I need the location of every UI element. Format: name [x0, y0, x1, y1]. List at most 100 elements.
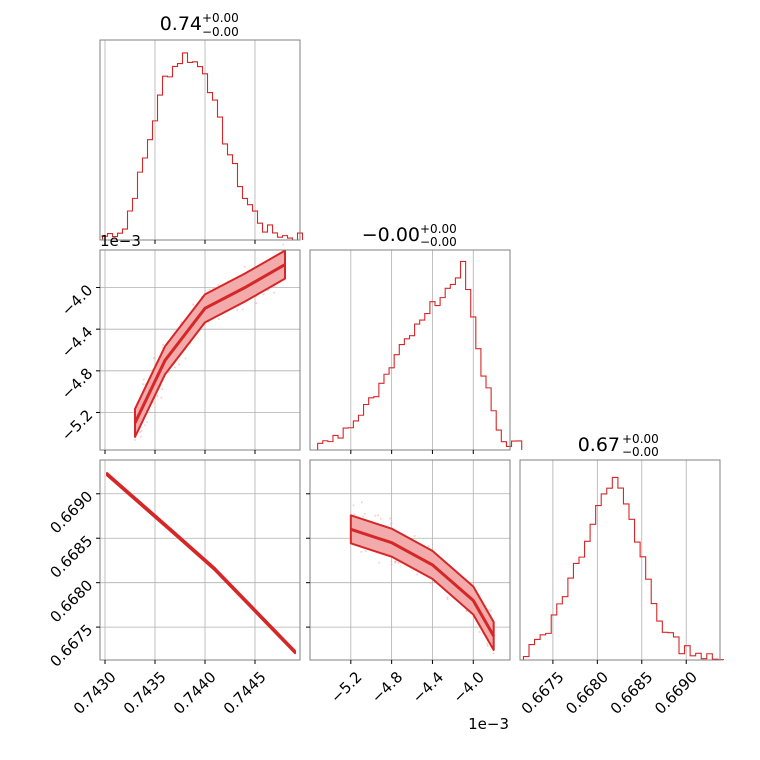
title-param-3-plus: +0.00	[622, 432, 659, 446]
scatter-point	[180, 321, 183, 324]
y-tick-label: 0.6685	[47, 532, 97, 582]
contour-core	[133, 263, 286, 424]
x-tick-label: −5.2	[327, 668, 365, 706]
scatter-point	[208, 288, 211, 291]
contour-core	[350, 527, 495, 637]
histogram-step-5	[522, 476, 724, 661]
scatter-point	[390, 563, 393, 566]
scatter-point	[377, 514, 380, 517]
scatter-point	[352, 504, 355, 507]
scatter-point	[160, 396, 163, 399]
scatter-point	[390, 560, 393, 563]
scatter-point	[446, 598, 449, 601]
scatter-point	[393, 560, 396, 563]
x-tick-label: 0.7435	[120, 668, 170, 718]
scatter-point	[363, 512, 366, 515]
scatter-point	[378, 561, 381, 564]
scatter-point	[364, 550, 367, 553]
title-param-2-minus: −0.00	[420, 235, 457, 249]
scatter-point	[236, 308, 239, 311]
scatter-point	[217, 284, 220, 287]
y-tick-label: 0.6690	[47, 487, 97, 537]
scatter-point	[397, 561, 400, 564]
scatter-point	[446, 596, 449, 599]
x-tick-label: −4.4	[409, 668, 447, 706]
x-tick-label: −4.0	[450, 668, 488, 706]
title-param-3-value: 0.67	[578, 434, 620, 456]
scatter-point	[282, 243, 285, 246]
x-tick-label: 0.6685	[607, 668, 657, 718]
scatter-point	[262, 293, 265, 296]
scatter-point	[416, 573, 419, 576]
scatter-point	[241, 308, 244, 311]
scatter-point	[379, 517, 382, 520]
x-tick-label: 0.7440	[170, 668, 220, 718]
scatter-point	[177, 363, 180, 366]
scatter-point	[142, 383, 145, 386]
scatter-point	[139, 431, 142, 434]
y-tick-label: −5.2	[58, 406, 96, 444]
x-tick-label: 0.7430	[70, 668, 120, 718]
scatter-point	[140, 435, 143, 438]
panel-scatter-param3-vs-param2: −5.2 −4.8 −4.4 −4.0 1e−3	[306, 459, 511, 733]
scatter-point	[360, 501, 363, 504]
scatter-point	[389, 523, 392, 526]
title-param-1-minus: −0.00	[202, 25, 239, 39]
scatter-point	[142, 378, 145, 381]
x-offset-label-col2: 1e−3	[468, 715, 509, 733]
scatter-point	[140, 429, 143, 432]
scatter-point	[489, 609, 492, 612]
scatter-point	[134, 438, 137, 441]
scatter-point	[217, 317, 220, 320]
scatter-point	[413, 534, 416, 537]
scatter-point	[152, 357, 155, 360]
y-tick-label: 0.6680	[47, 576, 97, 626]
y-tick-label: −4.4	[58, 323, 96, 361]
title-param-2-plus: +0.00	[420, 222, 457, 236]
scatter-point	[362, 515, 365, 518]
histogram-step-2	[317, 260, 523, 450]
scatter-point	[162, 343, 165, 346]
y-offset-label-row2: 1e−3	[100, 232, 141, 250]
y-tick-label: 0.6675	[47, 621, 97, 671]
panel-hist-param-1: 0.74 +0.00 −0.00	[99, 11, 304, 244]
histogram-step-0	[101, 52, 304, 241]
y-tick-label: −4.8	[58, 364, 96, 402]
scatter-point	[255, 302, 258, 305]
scatter-point	[192, 303, 195, 306]
scatter-point	[360, 550, 363, 553]
scatter-point	[492, 652, 495, 655]
scatter-point	[161, 388, 164, 391]
x-tick-label: 0.6690	[651, 668, 701, 718]
title-param-1-plus: +0.00	[202, 11, 239, 25]
scatter-point	[389, 517, 392, 520]
title-param-3-minus: −0.00	[622, 445, 659, 459]
x-tick-label: 0.6680	[562, 668, 612, 718]
scatter-point	[478, 630, 481, 633]
scatter-point	[143, 424, 146, 427]
contour-core	[106, 473, 296, 653]
contour-band	[134, 249, 286, 438]
scatter-point	[244, 265, 247, 268]
panel-scatter-param2-vs-param1: −4.0 −4.4−4.8 −5.2 1e−3	[58, 232, 301, 454]
scatter-point	[184, 357, 187, 360]
scatter-point	[486, 642, 489, 645]
scatter-point	[427, 545, 430, 548]
x-tick-label: −4.8	[368, 668, 406, 706]
scatter-point	[353, 513, 356, 516]
x-tick-label: 0.6675	[518, 668, 568, 718]
scatter-point	[273, 291, 276, 294]
panel-scatter-param3-vs-param1: 0.7430 0.7435 0.7440 0.74450.66900.66850.66…	[47, 459, 301, 718]
scatter-point	[146, 420, 149, 423]
title-param-1-value: 0.74	[160, 13, 202, 35]
title-param-2-value: −0.00	[362, 224, 420, 246]
scatter-point	[174, 366, 177, 369]
y-tick-label: −4.0	[58, 281, 96, 319]
contour-band	[349, 514, 495, 651]
panel-hist-param-2: −0.00 +0.00 −0.00	[309, 222, 523, 454]
scatter-point	[390, 521, 393, 524]
scatter-point	[486, 644, 489, 647]
scatter-point	[374, 514, 377, 517]
